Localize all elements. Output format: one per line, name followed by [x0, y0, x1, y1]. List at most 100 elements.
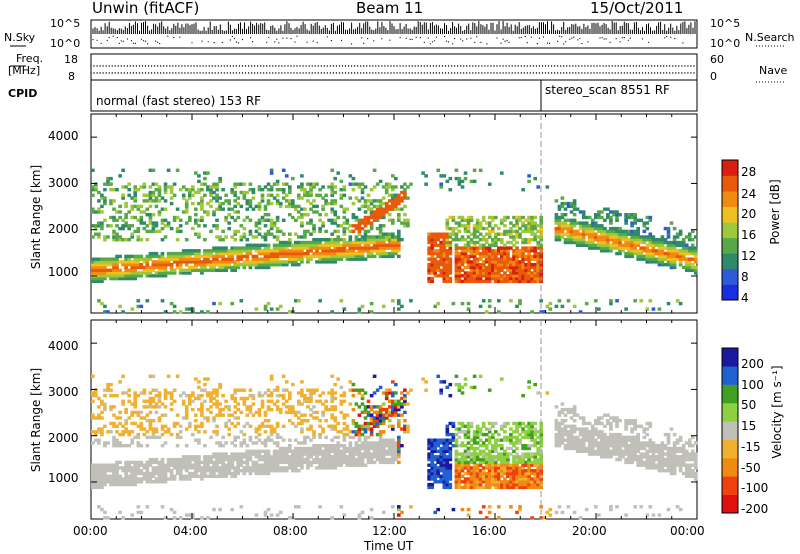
freq-dot — [238, 65, 241, 67]
freq-dot — [481, 65, 483, 67]
power-cell — [97, 199, 101, 203]
noise-search-dot — [670, 36, 672, 38]
power-cell — [145, 238, 150, 242]
power-cell — [518, 232, 522, 236]
velocity-cell — [203, 382, 207, 387]
velocity-cell — [281, 402, 286, 406]
power-cell — [527, 276, 531, 281]
noise-search-dot — [460, 38, 462, 40]
power-cell — [497, 265, 501, 270]
power-cell — [533, 238, 538, 242]
power-cell — [678, 254, 683, 259]
power-cell — [157, 199, 162, 203]
velocity-cell — [130, 482, 135, 487]
power-cell — [609, 238, 613, 242]
velocity-cell — [278, 460, 283, 465]
velocity-cell — [175, 471, 180, 476]
freq-dot — [511, 65, 513, 67]
power-cell — [463, 224, 468, 228]
velocity-cell — [130, 477, 135, 481]
power-cell — [454, 221, 459, 225]
power-cell — [200, 207, 204, 211]
power-cell — [530, 226, 534, 231]
power-cell — [288, 201, 292, 206]
power-cell — [318, 188, 322, 192]
freq-dot — [196, 65, 198, 67]
velocity-cell — [215, 405, 219, 409]
power-cell — [433, 274, 438, 278]
power-cell — [294, 263, 298, 267]
power-cell — [394, 199, 398, 203]
power-cell — [203, 182, 207, 186]
velocity-cell — [309, 407, 313, 412]
velocity-cell — [327, 391, 331, 395]
power-cell — [403, 213, 407, 217]
power-cell — [475, 221, 480, 225]
power-cell — [275, 249, 280, 253]
velocity-cell — [151, 396, 156, 401]
velocity-cell — [248, 471, 253, 476]
freq-dot — [290, 65, 292, 67]
power-cell — [481, 279, 486, 284]
power-cell — [115, 274, 119, 278]
power-cell — [557, 204, 562, 209]
velocity-cell — [248, 438, 253, 442]
power-cell — [448, 268, 453, 272]
power-cell — [312, 182, 316, 186]
power-cell — [263, 243, 268, 247]
freq-dot — [390, 65, 392, 67]
power-cell — [491, 274, 495, 278]
power-cell — [466, 265, 471, 270]
power-cell — [475, 251, 480, 256]
power-cell — [169, 271, 174, 275]
velocity-cell — [112, 466, 116, 470]
freq-dot — [499, 65, 501, 67]
power-cell — [481, 274, 486, 278]
velocity-cell — [209, 457, 213, 462]
power-cell — [369, 210, 374, 214]
power-cell — [633, 221, 638, 225]
nave-dot — [681, 72, 683, 74]
noise-search-dot — [276, 38, 278, 40]
power-cell — [394, 235, 398, 239]
power-cell — [627, 246, 631, 250]
power-cell — [524, 268, 528, 272]
velocity-cell — [124, 427, 128, 431]
power-cell — [454, 260, 459, 264]
power-cell — [500, 276, 504, 281]
power-cell — [139, 304, 144, 309]
power-cell — [212, 210, 216, 214]
noise-search-dot — [561, 36, 563, 38]
velocity-cell — [218, 474, 222, 478]
nave-dot — [693, 72, 695, 74]
velocity-cell — [151, 427, 156, 431]
power-cell — [636, 218, 641, 222]
power-cell — [530, 263, 534, 267]
nave-dot — [311, 72, 313, 74]
velocity-cell — [236, 435, 241, 440]
power-cell — [536, 224, 541, 228]
power-cell — [491, 257, 495, 261]
power-cell — [484, 238, 489, 242]
power-cell — [166, 271, 171, 275]
power-cell — [360, 188, 365, 192]
velocity-cell — [321, 457, 325, 462]
nave-dot — [387, 72, 389, 74]
power-cell — [184, 210, 189, 214]
velocity-cell — [269, 374, 274, 378]
nave-dot — [235, 72, 238, 74]
power-cell — [121, 218, 125, 222]
velocity-cell — [175, 460, 180, 465]
velocity-cell — [151, 466, 156, 470]
noise-ytick-right-bottom: 10^0 — [710, 37, 741, 50]
power-cell — [563, 218, 568, 222]
velocity-cell — [106, 441, 110, 445]
nave-dot — [447, 72, 450, 74]
velocity-cell — [324, 463, 328, 467]
power-cell — [494, 268, 498, 272]
power-cell — [97, 268, 101, 272]
power-cell — [491, 254, 495, 259]
freq-dot — [420, 65, 422, 67]
nave-dot — [150, 72, 153, 74]
